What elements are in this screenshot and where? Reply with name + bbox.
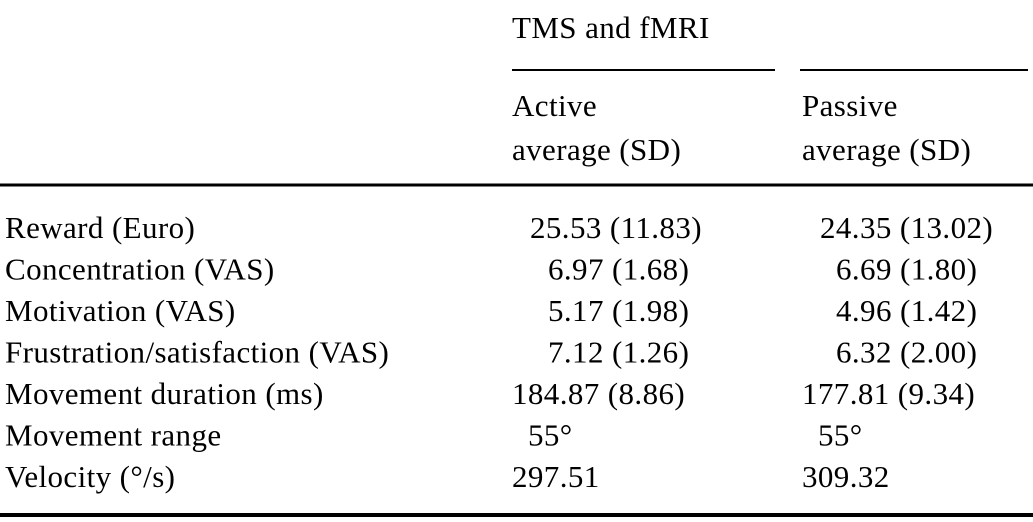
- cell-value: 7.12 (1.26): [548, 335, 689, 370]
- row-label: Movement duration (ms): [5, 376, 324, 411]
- row-label: Movement range: [5, 418, 222, 453]
- row-label: Reward (Euro): [5, 210, 195, 245]
- column-header: Passive: [802, 88, 898, 123]
- cell-value: 184.87 (8.86): [512, 376, 685, 411]
- column-header: average (SD): [802, 132, 971, 167]
- cell-value: 55°: [528, 418, 573, 453]
- cell-value: 6.97 (1.68): [548, 252, 689, 287]
- cell-value: 177.81 (9.34): [802, 376, 975, 411]
- cell-value: 24.35 (13.02): [820, 210, 993, 245]
- row-label: Concentration (VAS): [5, 252, 275, 287]
- cell-value: 5.17 (1.98): [548, 293, 689, 328]
- cell-value: 4.96 (1.42): [836, 293, 977, 328]
- column-header: average (SD): [512, 132, 681, 167]
- cell-value: 309.32: [802, 459, 890, 494]
- row-label: Motivation (VAS): [5, 293, 236, 328]
- row-label: Velocity (°/s): [5, 459, 175, 494]
- cell-value: 55°: [818, 418, 863, 453]
- cell-value: 297.51: [512, 459, 600, 494]
- cell-value: 6.69 (1.80): [836, 252, 977, 287]
- row-label: Frustration/satisfaction (VAS): [5, 335, 389, 370]
- group-header: TMS and fMRI: [512, 10, 710, 45]
- cell-value: 25.53 (11.83): [530, 210, 702, 245]
- cell-value: 6.32 (2.00): [836, 335, 977, 370]
- column-header: Active: [512, 88, 597, 123]
